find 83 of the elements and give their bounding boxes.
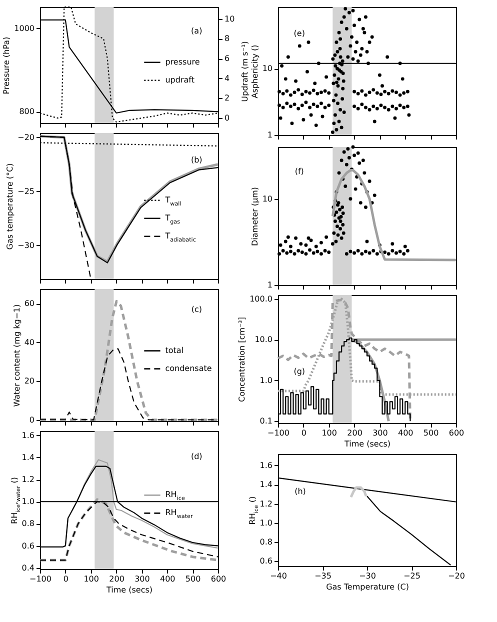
x-axis-title: Time (secs) bbox=[343, 440, 391, 448]
y-tick-label: 1000 bbox=[14, 24, 34, 33]
y-tick-label: 1.4 bbox=[22, 452, 34, 462]
y-axis-title: Pressure (hPa) bbox=[2, 36, 12, 94]
x-tick-label: −30 bbox=[359, 572, 376, 580]
y-tick-label: 10 bbox=[262, 64, 272, 74]
y-tick-label: 1.6 bbox=[260, 460, 272, 470]
y-tick-label: −25 bbox=[18, 186, 34, 196]
x-tick-label: 200 bbox=[347, 428, 362, 438]
y-tick-label: 0.8 bbox=[260, 538, 272, 547]
y-tick-label: 0.6 bbox=[260, 556, 272, 566]
legend-label: pressure bbox=[165, 57, 200, 66]
y-tick-label: 1.6 bbox=[22, 430, 34, 440]
y-tick-label: 10.0 bbox=[254, 335, 272, 344]
y-tick-label: 1.2 bbox=[22, 475, 34, 484]
annotation: (b) bbox=[190, 156, 202, 165]
legend-label: T$_{adiabatic}$ bbox=[164, 231, 196, 244]
x-tick-label: −40 bbox=[270, 572, 287, 580]
y-tick-label: 1.0 bbox=[260, 376, 272, 385]
x-tick-label: 0 bbox=[301, 428, 306, 438]
y-tick-label: 1.0 bbox=[22, 497, 34, 506]
y-tick-label: 0.1 bbox=[260, 416, 272, 426]
y-tick-label: 10 bbox=[262, 194, 272, 204]
y-tick-label: 100.0 bbox=[250, 294, 272, 304]
annotation: (d) bbox=[190, 452, 202, 462]
annotation: (g) bbox=[294, 366, 306, 376]
y-tick-label: −30 bbox=[18, 240, 34, 250]
x-tick-label: −35 bbox=[314, 572, 332, 580]
annotation: (h) bbox=[294, 487, 306, 496]
x-tick-label: 0 bbox=[63, 574, 68, 584]
x-tick-label: 600 bbox=[448, 428, 464, 438]
y-tick-label: 0.4 bbox=[22, 563, 34, 572]
y-tick-label: 20 bbox=[24, 376, 34, 386]
x-tick-label: −20 bbox=[448, 572, 465, 580]
y-tick-label: 1 bbox=[267, 130, 272, 140]
legend-label: RH$_{ice}$ bbox=[165, 490, 186, 502]
y-tick-label: 60 bbox=[24, 299, 34, 308]
y2-tick-label: 6 bbox=[224, 54, 230, 64]
annotation: (a) bbox=[191, 26, 202, 36]
y-axis-title: Gas temperature (°C) bbox=[6, 163, 15, 250]
x-axis-title: Gas Temperature (C) bbox=[326, 582, 409, 592]
y-tick-label: 0.6 bbox=[22, 541, 34, 550]
annotation: (f) bbox=[294, 166, 304, 176]
y2-tick-label: 10 bbox=[224, 14, 235, 24]
x-tick-label: 500 bbox=[185, 574, 201, 584]
x-tick-label: 300 bbox=[134, 574, 150, 584]
y2-tick-label: 8 bbox=[224, 34, 230, 44]
y-tick-label: 0 bbox=[29, 415, 34, 424]
legend-label: T$_{gas}$ bbox=[164, 213, 180, 226]
y-tick-label: 1.4 bbox=[260, 480, 272, 490]
y-tick-label: 800 bbox=[19, 107, 34, 116]
y2-tick-label: 0 bbox=[224, 114, 230, 123]
x-tick-label: −25 bbox=[404, 572, 420, 580]
x-tick-label: 100 bbox=[84, 574, 99, 584]
x-tick-label: 400 bbox=[160, 574, 176, 584]
annotation: (c) bbox=[191, 305, 202, 314]
y-axis-title: Updraft (m s⁻¹) Asphericity () bbox=[240, 41, 260, 102]
y-tick-label: 1.2 bbox=[260, 499, 272, 508]
x-tick-label: 400 bbox=[398, 428, 414, 438]
x-tick-label: −100 bbox=[268, 428, 290, 438]
legend-label: condensate bbox=[165, 364, 212, 373]
y-axis-title: Diameter (μm) bbox=[250, 186, 260, 246]
legend-label: T$_{wall}$ bbox=[164, 195, 182, 208]
annotation: (e) bbox=[294, 28, 305, 38]
x-tick-label: 100 bbox=[322, 428, 337, 438]
x-tick-label: −100 bbox=[30, 574, 52, 584]
legend-label: total bbox=[165, 346, 184, 355]
y-tick-label: 40 bbox=[24, 338, 34, 347]
y-axis-title: Concentration [cm⁻³] bbox=[238, 317, 247, 402]
x-axis-title: Time (secs) bbox=[105, 586, 153, 594]
x-tick-label: 200 bbox=[109, 574, 124, 584]
y-tick-label: 1 bbox=[267, 280, 272, 290]
legend-label: RH$_{water}$ bbox=[165, 508, 194, 520]
x-tick-label: 600 bbox=[210, 574, 226, 584]
y2-tick-label: 4 bbox=[224, 74, 230, 83]
y-axis-title: Water content (mg kg−1) bbox=[12, 304, 22, 407]
y-tick-label: 1.0 bbox=[260, 518, 272, 528]
y-tick-label: 0.8 bbox=[22, 519, 34, 528]
x-tick-label: 500 bbox=[423, 428, 439, 438]
legend-label: updraft bbox=[165, 75, 194, 84]
y-tick-label: −20 bbox=[18, 132, 34, 142]
x-tick-label: 300 bbox=[372, 428, 388, 438]
y2-tick-label: 2 bbox=[224, 94, 230, 103]
